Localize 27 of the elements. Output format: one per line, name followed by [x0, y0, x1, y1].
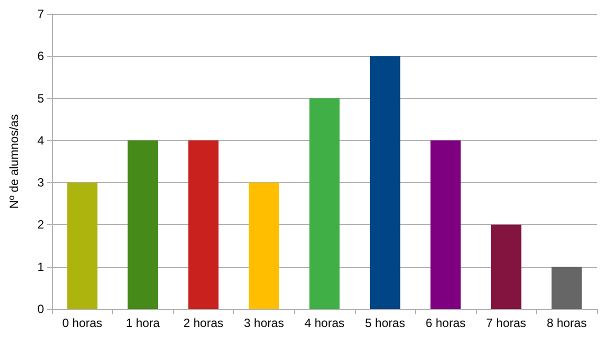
y-tick-label: 3 [37, 176, 44, 190]
bar [128, 140, 158, 309]
y-tick-label: 1 [37, 260, 44, 274]
x-tick-label: 4 horas [304, 316, 345, 330]
bar [309, 98, 340, 309]
bar [248, 182, 280, 309]
y-tick-label: 4 [37, 133, 44, 148]
x-tick-label: 3 horas [244, 316, 284, 330]
y-tick-label: 7 [37, 7, 44, 21]
bar [67, 182, 98, 309]
y-tick-label: 6 [37, 49, 44, 64]
bar [188, 140, 219, 309]
bar [370, 56, 400, 309]
x-tick-label: 6 horas [426, 316, 466, 330]
x-tick-label: 8 horas [546, 316, 587, 330]
y-tick-label: 5 [37, 91, 44, 106]
x-tick-label: 2 horas [183, 316, 224, 330]
x-tick-label: 7 horas [486, 316, 526, 330]
y-tick-label: 2 [37, 218, 44, 232]
bar [491, 224, 522, 309]
bar [430, 140, 461, 309]
x-tick-label: 5 horas [365, 316, 406, 330]
x-tick-label: 0 horas [62, 316, 102, 330]
x-tick-label: 1 hora [126, 316, 160, 330]
bar [552, 266, 582, 309]
y-tick-label: 0 [37, 302, 44, 316]
y-axis-title: Nº de alumnos/as [7, 114, 21, 209]
